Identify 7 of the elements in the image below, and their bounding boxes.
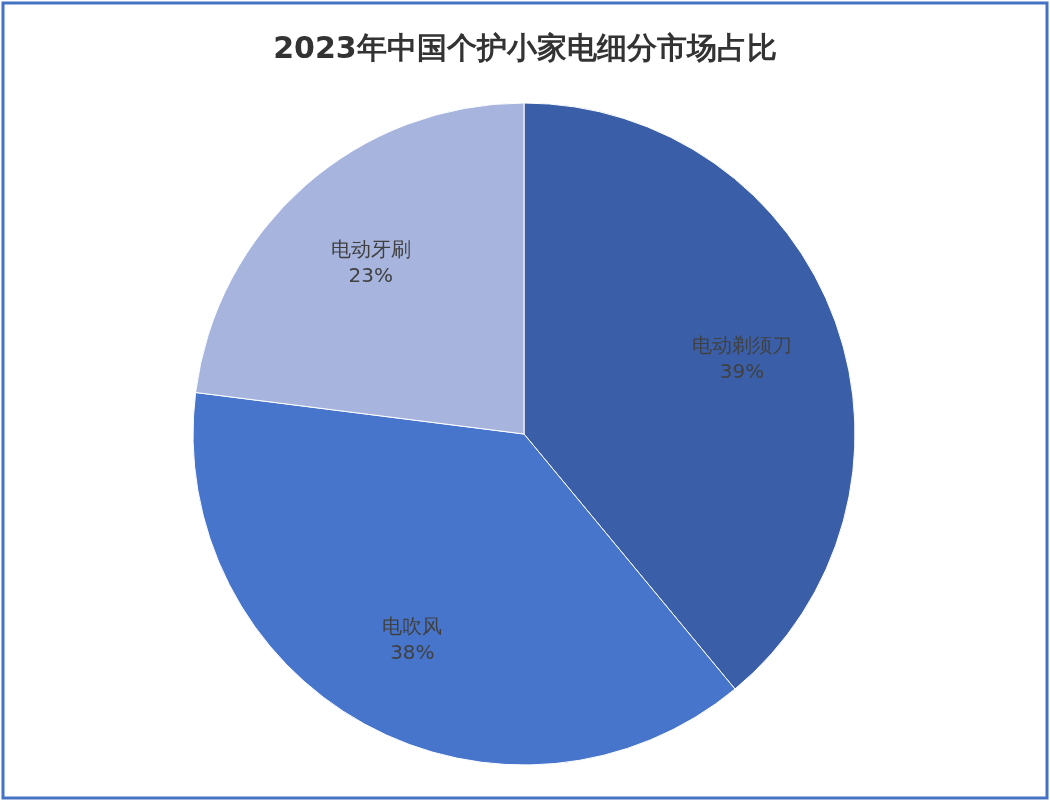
data-label: 23% (348, 263, 393, 288)
slice-label: 电动剃须刀 (692, 332, 792, 357)
slice-label: 电吹风 (382, 614, 443, 639)
slice-label: 电动牙刷 (330, 237, 411, 262)
data-label: 38% (390, 640, 435, 665)
chart-title: 2023年中国个护小家电细分市场占比 (273, 30, 777, 65)
data-label: 39% (719, 358, 765, 383)
